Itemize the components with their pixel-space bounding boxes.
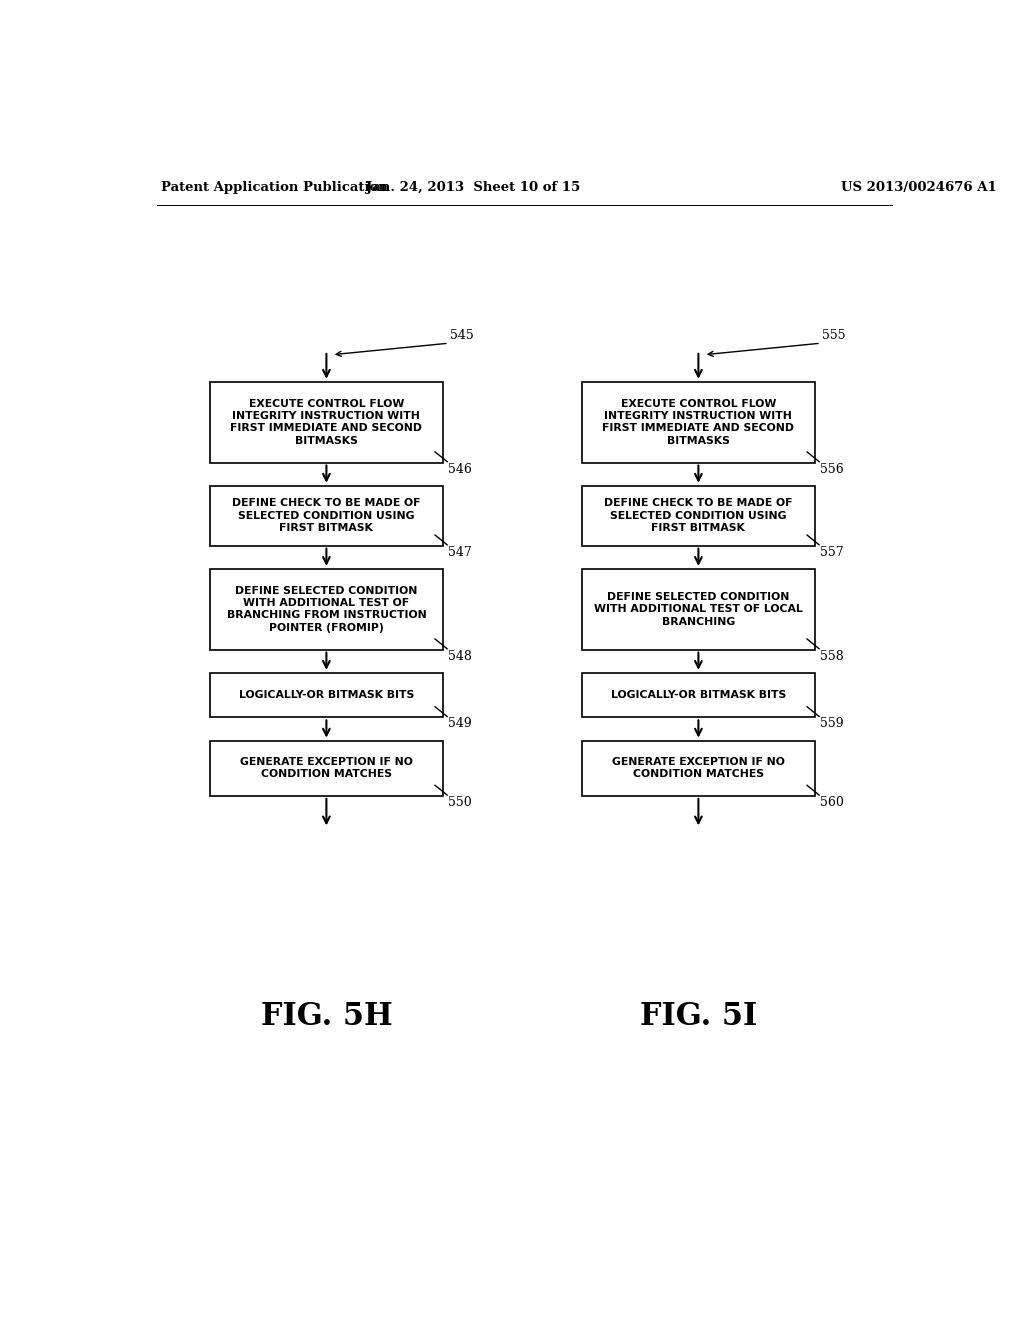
Text: US 2013/0024676 A1: US 2013/0024676 A1 [841,181,996,194]
Bar [583,741,815,796]
Text: LOGICALLY-OR BITMASK BITS: LOGICALLY-OR BITMASK BITS [610,690,786,700]
Bar [583,569,815,649]
Text: 548: 548 [449,649,472,663]
Text: Jan. 24, 2013  Sheet 10 of 15: Jan. 24, 2013 Sheet 10 of 15 [366,181,580,194]
Bar [583,673,815,718]
Text: GENERATE EXCEPTION IF NO
CONDITION MATCHES: GENERATE EXCEPTION IF NO CONDITION MATCH… [240,758,413,779]
Text: FIG. 5I: FIG. 5I [640,1002,757,1032]
Text: 557: 557 [820,545,844,558]
Text: GENERATE EXCEPTION IF NO
CONDITION MATCHES: GENERATE EXCEPTION IF NO CONDITION MATCH… [612,758,784,779]
Bar [210,486,442,545]
Text: 560: 560 [820,796,844,809]
Text: EXECUTE CONTROL FLOW
INTEGRITY INSTRUCTION WITH
FIRST IMMEDIATE AND SECOND
BITMA: EXECUTE CONTROL FLOW INTEGRITY INSTRUCTI… [230,399,422,446]
Bar [210,673,442,718]
Text: EXECUTE CONTROL FLOW
INTEGRITY INSTRUCTION WITH
FIRST IMMEDIATE AND SECOND
BITMA: EXECUTE CONTROL FLOW INTEGRITY INSTRUCTI… [602,399,795,446]
Text: DEFINE SELECTED CONDITION
WITH ADDITIONAL TEST OF LOCAL
BRANCHING: DEFINE SELECTED CONDITION WITH ADDITIONA… [594,591,803,627]
Text: DEFINE CHECK TO BE MADE OF
SELECTED CONDITION USING
FIRST BITMASK: DEFINE CHECK TO BE MADE OF SELECTED COND… [604,498,793,533]
Bar [583,486,815,545]
Bar [210,569,442,649]
Text: 556: 556 [820,462,844,475]
Text: FIG. 5H: FIG. 5H [260,1002,392,1032]
Text: 547: 547 [449,545,472,558]
Text: DEFINE CHECK TO BE MADE OF
SELECTED CONDITION USING
FIRST BITMASK: DEFINE CHECK TO BE MADE OF SELECTED COND… [232,498,421,533]
Text: DEFINE SELECTED CONDITION
WITH ADDITIONAL TEST OF
BRANCHING FROM INSTRUCTION
POI: DEFINE SELECTED CONDITION WITH ADDITIONA… [226,586,426,632]
Text: LOGICALLY-OR BITMASK BITS: LOGICALLY-OR BITMASK BITS [239,690,414,700]
Bar [210,741,442,796]
Text: 559: 559 [820,718,844,730]
Bar [583,381,815,462]
Text: 550: 550 [449,796,472,809]
Text: 545: 545 [451,329,474,342]
Text: 558: 558 [820,649,844,663]
Text: Patent Application Publication: Patent Application Publication [161,181,387,194]
Text: 549: 549 [449,718,472,730]
Text: 546: 546 [449,462,472,475]
Text: 555: 555 [822,329,846,342]
Bar [210,381,442,462]
